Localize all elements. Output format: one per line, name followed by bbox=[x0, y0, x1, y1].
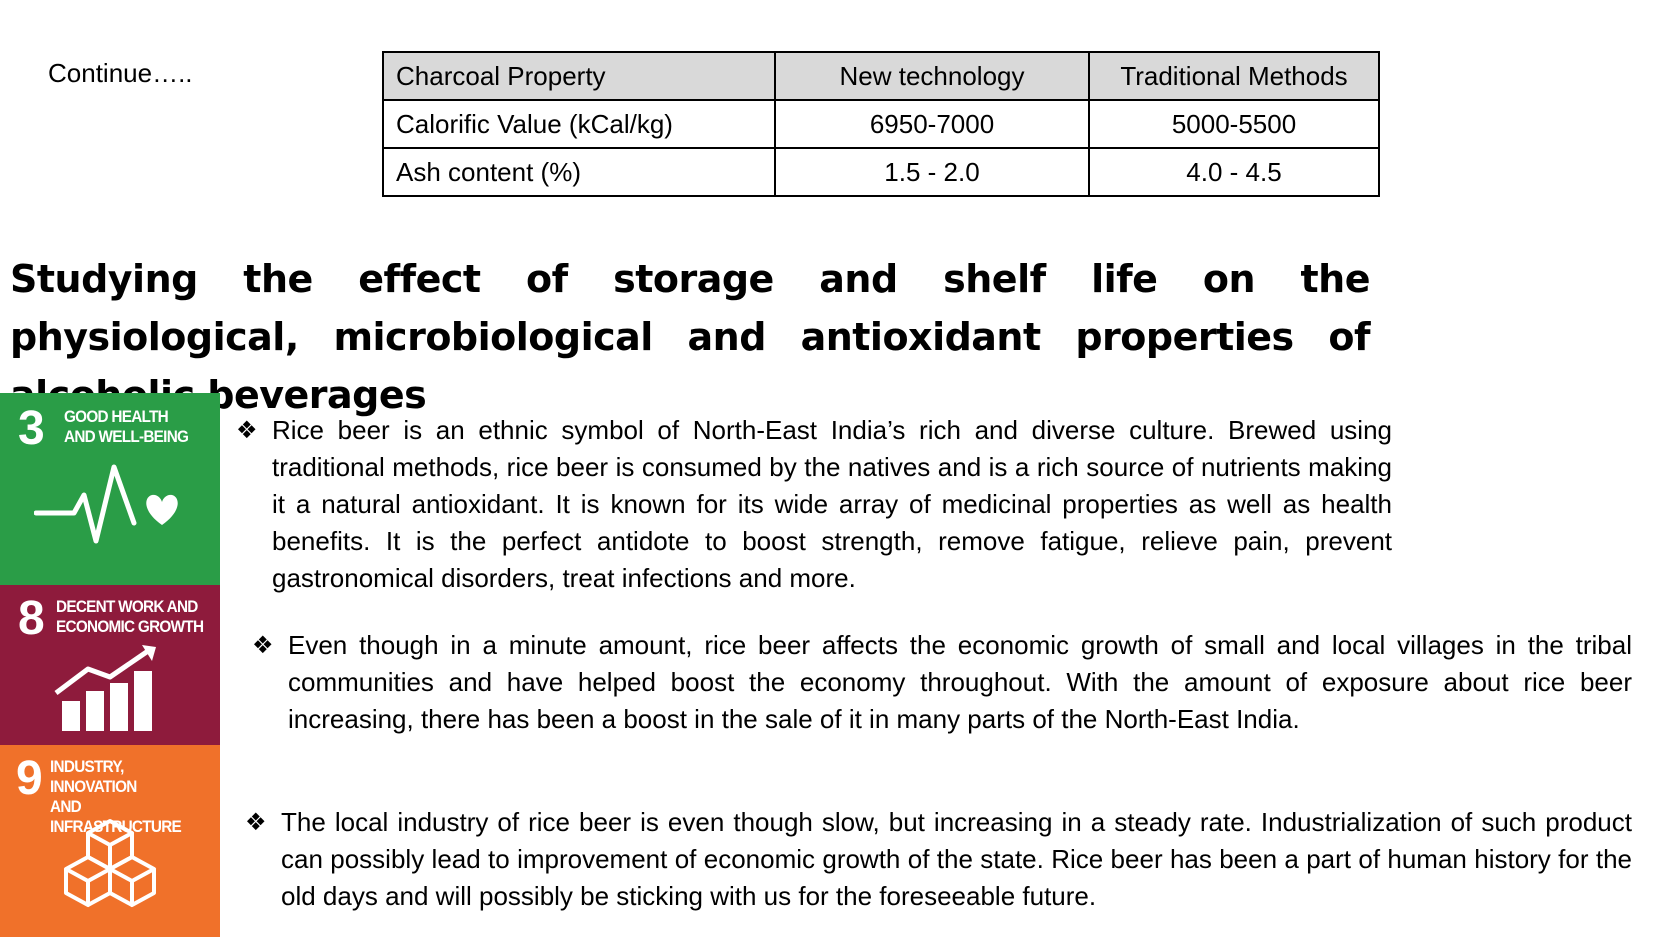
table-cell: Calorific Value (kCal/kg) bbox=[382, 99, 776, 149]
heartbeat-icon bbox=[34, 464, 178, 544]
bullet-paragraph: ❖ The local industry of rice beer is eve… bbox=[245, 804, 1632, 915]
table-header-row: Charcoal Property New technology Traditi… bbox=[382, 51, 1380, 101]
sdg-label-line: INDUSTRY, INNOVATION bbox=[50, 757, 137, 796]
growth-chart-icon bbox=[54, 645, 156, 731]
cubes-icon bbox=[64, 819, 156, 907]
table-cell: 5000-5500 bbox=[1088, 99, 1380, 149]
sdg-label-line: GOOD HEALTH bbox=[64, 407, 169, 426]
sdg-label: INDUSTRY, INNOVATION AND INFRASTRUCTURE bbox=[50, 757, 203, 837]
bullet-icon: ❖ bbox=[236, 417, 258, 444]
sdg-label-line: AND WELL-BEING bbox=[64, 427, 189, 446]
table-header-cell: New technology bbox=[774, 51, 1090, 101]
continue-label: Continue….. bbox=[48, 58, 193, 88]
sdg-label: GOOD HEALTH AND WELL-BEING bbox=[64, 407, 189, 447]
sdg-label-line: AND INFRASTRUCTURE bbox=[50, 797, 182, 836]
sdg-label-line: ECONOMIC GROWTH bbox=[56, 617, 204, 636]
sdg-number: 8 bbox=[18, 592, 45, 645]
table-row: Calorific Value (kCal/kg) 6950-7000 5000… bbox=[382, 99, 1380, 149]
bullet-paragraph: ❖ Even though in a minute amount, rice b… bbox=[252, 627, 1632, 738]
sdg-9-tile: 9 INDUSTRY, INNOVATION AND INFRASTRUCTUR… bbox=[0, 745, 220, 937]
bullet-paragraph: ❖ Rice beer is an ethnic symbol of North… bbox=[236, 412, 1392, 597]
sdg-label: DECENT WORK AND ECONOMIC GROWTH bbox=[56, 597, 204, 637]
table-row: Ash content (%) 1.5 - 2.0 4.0 - 4.5 bbox=[382, 147, 1380, 197]
table-cell: 1.5 - 2.0 bbox=[774, 147, 1090, 197]
sdg-number: 3 bbox=[18, 402, 45, 455]
sdg-number: 9 bbox=[16, 752, 43, 805]
charcoal-property-table: Charcoal Property New technology Traditi… bbox=[382, 51, 1380, 197]
sdg-label-line: DECENT WORK AND bbox=[56, 597, 198, 616]
bullet-text: Even though in a minute amount, rice bee… bbox=[288, 630, 1632, 734]
sdg-8-tile: 8 DECENT WORK AND ECONOMIC GROWTH bbox=[0, 585, 220, 745]
bullet-text: Rice beer is an ethnic symbol of North-E… bbox=[272, 415, 1392, 593]
table-cell: 6950-7000 bbox=[774, 99, 1090, 149]
bullet-text: The local industry of rice beer is even … bbox=[281, 807, 1632, 911]
sdg-3-tile: 3 GOOD HEALTH AND WELL-BEING bbox=[0, 393, 220, 585]
bullet-icon: ❖ bbox=[252, 632, 274, 659]
table-cell: 4.0 - 4.5 bbox=[1088, 147, 1380, 197]
table-header-cell: Traditional Methods bbox=[1088, 51, 1380, 101]
page-title: Studying the effect of storage and shelf… bbox=[10, 257, 1371, 417]
table-cell: Ash content (%) bbox=[382, 147, 776, 197]
table-header-cell: Charcoal Property bbox=[382, 51, 776, 101]
bullet-icon: ❖ bbox=[245, 809, 267, 836]
